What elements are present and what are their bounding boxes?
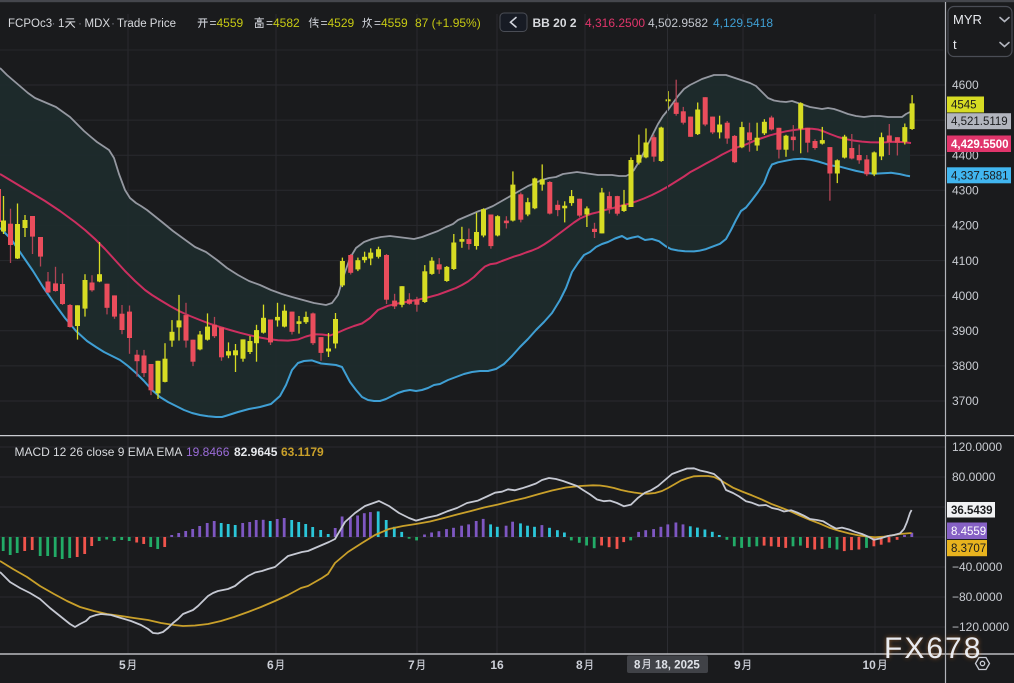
svg-text:8.4559: 8.4559 bbox=[951, 526, 986, 538]
svg-text:4,502.9582: 4,502.9582 bbox=[648, 16, 708, 30]
svg-text:·: · bbox=[52, 16, 56, 30]
svg-text:4582: 4582 bbox=[273, 16, 300, 30]
svg-text:FX678: FX678 bbox=[884, 632, 982, 665]
svg-text:−120.0000: −120.0000 bbox=[952, 620, 1009, 634]
svg-text:9: 9 bbox=[734, 658, 741, 672]
svg-text:6: 6 bbox=[267, 658, 274, 672]
svg-text:−40.0000: −40.0000 bbox=[952, 560, 1003, 574]
svg-text:4,337.5881: 4,337.5881 bbox=[951, 170, 1009, 182]
svg-text:4000: 4000 bbox=[952, 289, 979, 303]
svg-text:8.3707: 8.3707 bbox=[951, 543, 986, 555]
svg-text:4200: 4200 bbox=[952, 219, 979, 233]
svg-text:4300: 4300 bbox=[952, 184, 979, 198]
svg-text:36.5439: 36.5439 bbox=[951, 505, 993, 517]
svg-text:80.0000: 80.0000 bbox=[952, 470, 996, 484]
svg-text:=: = bbox=[321, 16, 328, 30]
svg-text:19.8466: 19.8466 bbox=[186, 445, 230, 459]
svg-text:1: 1 bbox=[58, 18, 64, 30]
svg-text:Trade Price: Trade Price bbox=[117, 18, 176, 30]
svg-text:10: 10 bbox=[863, 658, 877, 672]
svg-text:FCPOc3: FCPOc3 bbox=[8, 18, 52, 30]
svg-text:8: 8 bbox=[634, 660, 641, 672]
svg-text:87 (+1.95%): 87 (+1.95%) bbox=[415, 16, 481, 30]
svg-text:4559: 4559 bbox=[217, 16, 244, 30]
svg-text:4545: 4545 bbox=[951, 100, 977, 112]
svg-text:t: t bbox=[953, 37, 957, 52]
svg-text:16: 16 bbox=[490, 658, 504, 672]
svg-text:MDX: MDX bbox=[85, 18, 111, 30]
svg-text:−80.0000: −80.0000 bbox=[952, 590, 1003, 604]
svg-text:4600: 4600 bbox=[952, 78, 979, 92]
svg-text:4,429.5500: 4,429.5500 bbox=[951, 139, 1009, 151]
svg-text:4529: 4529 bbox=[328, 16, 355, 30]
svg-text:63.1179: 63.1179 bbox=[281, 445, 324, 459]
svg-text:BB 20 2: BB 20 2 bbox=[533, 16, 577, 30]
svg-text:8: 8 bbox=[576, 658, 583, 672]
svg-text:4,316.2500: 4,316.2500 bbox=[585, 16, 645, 30]
svg-text:120.0000: 120.0000 bbox=[952, 440, 1002, 454]
svg-text:4100: 4100 bbox=[952, 254, 979, 268]
svg-text:=: = bbox=[266, 16, 273, 30]
svg-text:4559: 4559 bbox=[381, 16, 408, 30]
svg-text:MYR: MYR bbox=[953, 12, 982, 27]
svg-text:=: = bbox=[210, 16, 217, 30]
svg-text:MACD: MACD bbox=[15, 445, 51, 459]
svg-text:3900: 3900 bbox=[952, 324, 979, 338]
svg-text:4,129.5418: 4,129.5418 bbox=[713, 16, 773, 30]
svg-text:·: · bbox=[78, 16, 82, 30]
svg-text:7: 7 bbox=[408, 658, 415, 672]
svg-text:·: · bbox=[111, 16, 115, 30]
svg-text:=: = bbox=[374, 16, 381, 30]
svg-text:4,521.5119: 4,521.5119 bbox=[951, 116, 1008, 128]
svg-text:3700: 3700 bbox=[952, 394, 979, 408]
svg-text:5: 5 bbox=[119, 658, 126, 672]
svg-text:3800: 3800 bbox=[952, 359, 979, 373]
svg-text:18, 2025: 18, 2025 bbox=[655, 660, 700, 672]
svg-text:12 26 close 9 EMA EMA: 12 26 close 9 EMA EMA bbox=[53, 445, 182, 459]
svg-text:82.9645: 82.9645 bbox=[234, 445, 278, 459]
svg-text:FX678: FX678 bbox=[884, 632, 982, 665]
